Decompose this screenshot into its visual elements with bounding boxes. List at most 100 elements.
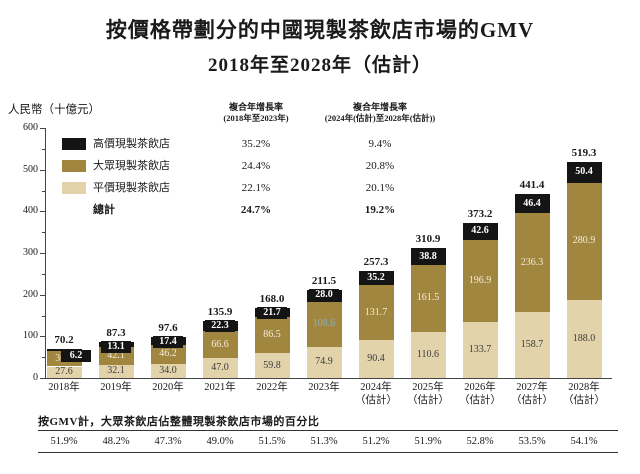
bar-segment-mass-market — [411, 264, 446, 332]
legend-swatch — [62, 160, 86, 172]
chart-title-line1: 按價格帶劃分的中國現製茶飲店市場的GMV — [105, 18, 535, 42]
y-minor-tick-mark — [42, 315, 45, 317]
x-axis-year-label: 2020年 — [152, 382, 184, 393]
bar-segment-mass-market — [463, 240, 498, 323]
x-axis-year-label: 2023年 — [308, 382, 340, 393]
x-axis-year-label: 2019年 — [100, 382, 132, 393]
segment-value-mass-market: 131.7 — [364, 306, 388, 318]
y-tick-mark — [40, 294, 45, 296]
bar-segment-low-price — [567, 299, 602, 378]
segment-value-high-price: 42.6 — [465, 225, 495, 238]
segment-value-low-price: 59.8 — [263, 359, 281, 371]
bar-total-label: 310.9 — [415, 233, 441, 246]
mass-market-share-value: 47.3% — [154, 436, 182, 447]
segment-value-high-price: 22.3 — [205, 320, 235, 333]
bar-segment-low-price — [411, 331, 446, 378]
divider-top — [38, 430, 618, 431]
cagr-header-title: 複合年增長率 — [228, 102, 283, 112]
y-tick-mark — [40, 169, 45, 171]
cagr-header-period: (2018年至2023年) — [223, 113, 289, 123]
y-minor-tick-mark — [42, 357, 45, 359]
segment-value-mass-market: 280.9 — [572, 235, 596, 247]
bar-total-label: 373.2 — [467, 207, 493, 220]
segment-value-low-price: 110.6 — [416, 348, 440, 360]
bar-segment-low-price — [151, 363, 186, 378]
segment-value-mass-market: 66.6 — [211, 338, 229, 350]
x-axis-estimate-label: （估計） — [407, 395, 449, 406]
mass-market-share-value: 51.2% — [362, 436, 390, 447]
bar-segment-low-price — [515, 311, 550, 378]
bar-total-label: 168.0 — [259, 293, 285, 305]
bar-total-label: 519.3 — [571, 146, 597, 159]
legend-label: 平價現製茶飲店 — [93, 182, 170, 194]
chart-title-line2: 2018年至2028年（估計） — [207, 55, 432, 76]
cagr-header-title: 複合年增長率 — [352, 102, 407, 112]
y-tick-label: 200 — [23, 288, 38, 300]
segment-value-high-price: 35.2 — [361, 272, 391, 285]
segment-value-high-price: 50.4 — [569, 166, 599, 179]
bar-segment-mass-market — [151, 344, 186, 364]
mass-market-share-value: 51.5% — [258, 436, 286, 447]
y-tick-mark — [40, 128, 45, 129]
bar-segment-mass-market — [359, 285, 394, 341]
segment-value-mass-market: 236.3 — [520, 256, 544, 268]
bar-segment-mass-market — [567, 182, 602, 300]
x-axis-year-label: 2025年 — [412, 382, 444, 393]
segment-value-mass-market: 86.5 — [263, 329, 281, 341]
x-axis-estimate-label: （估計） — [459, 395, 501, 406]
x-axis-estimate-label: （估計） — [563, 395, 605, 406]
y-tick-label: 100 — [23, 330, 38, 342]
legend-label: 高價現製茶飲店 — [93, 138, 170, 150]
segment-value-mass-market: 108.6 — [312, 318, 336, 330]
bar-segment-low-price — [255, 353, 290, 378]
y-minor-tick-mark — [42, 148, 45, 150]
cagr-value: 24.4% — [241, 160, 271, 172]
x-axis-year-label: 2024年 — [360, 382, 392, 393]
bar-segment-mass-market — [515, 213, 550, 312]
cagr-value: 35.2% — [241, 138, 271, 150]
y-axis-line — [45, 128, 46, 378]
y-minor-tick-mark — [42, 273, 45, 275]
segment-value-high-price: 13.1 — [101, 340, 131, 353]
cagr-value: 20.1% — [365, 182, 395, 194]
bar-total-label: 97.6 — [158, 322, 178, 335]
bar-segment-low-price — [47, 366, 82, 378]
segment-value-high-price: 46.4 — [517, 197, 547, 210]
segment-value-mass-market: 42.1 — [107, 349, 125, 361]
x-axis-estimate-label: （估計） — [355, 395, 397, 406]
bar-segment-low-price — [307, 346, 342, 378]
segment-value-low-price: 74.9 — [315, 356, 333, 368]
y-tick-label: 400 — [23, 205, 38, 217]
legend-label: 大眾現製茶飲店 — [93, 160, 170, 172]
legend-swatch — [62, 182, 86, 194]
segment-value-low-price: 158.7 — [520, 338, 544, 350]
segment-value-mass-market: 46.2 — [159, 348, 177, 360]
bar-total-label: 441.4 — [519, 179, 545, 192]
y-tick-label: 600 — [23, 122, 38, 133]
mass-market-share-value: 54.1% — [570, 436, 598, 447]
y-tick-mark — [40, 253, 45, 254]
y-tick-mark — [40, 378, 45, 379]
cagr-value: 24.7% — [240, 204, 272, 216]
x-axis-year-label: 2026年 — [464, 382, 496, 393]
segment-value-low-price: 90.4 — [367, 353, 385, 365]
mass-market-share-value: 53.5% — [518, 436, 546, 447]
bar-segment-mass-market — [203, 330, 238, 359]
y-tick-mark — [40, 336, 45, 338]
bar-segment-low-price — [463, 322, 498, 378]
x-axis-year-label: 2022年 — [256, 382, 288, 393]
segment-value-low-price: 188.0 — [572, 332, 596, 344]
bar-total-label: 87.3 — [106, 326, 126, 339]
mass-market-share-value: 51.3% — [310, 436, 338, 447]
segment-value-low-price: 133.7 — [468, 344, 492, 356]
bar-segment-mass-market — [307, 301, 342, 347]
legend-label: 總計 — [93, 204, 115, 216]
segment-value-mass-market: 196.9 — [468, 275, 492, 287]
bar-segment-mass-market — [255, 317, 290, 354]
bar-total-label: 70.2 — [54, 333, 74, 346]
segment-value-low-price: 47.0 — [211, 362, 229, 374]
divider-bottom — [38, 452, 618, 453]
segment-value-low-price: 27.6 — [55, 366, 73, 378]
y-minor-tick-mark — [42, 190, 45, 192]
